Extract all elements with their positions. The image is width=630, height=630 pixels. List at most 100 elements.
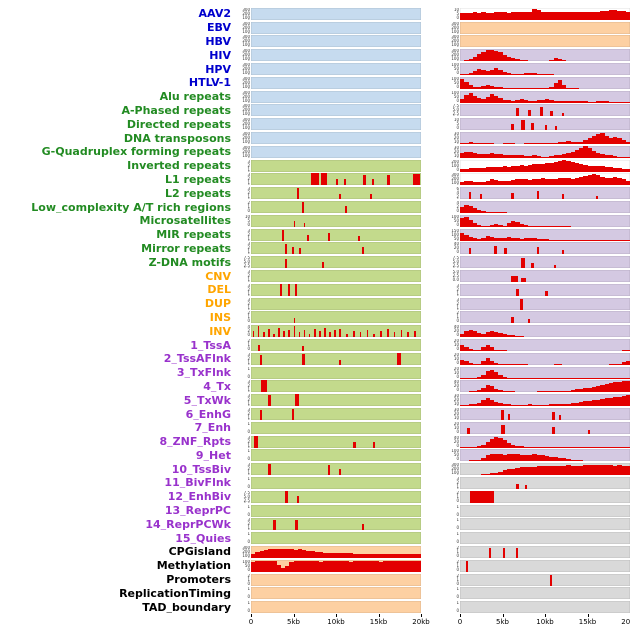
data-bar (460, 405, 465, 407)
y-tick-label: 100 (242, 14, 250, 20)
data-bar (511, 166, 516, 172)
data-bar (460, 99, 465, 103)
data-bar (285, 549, 290, 558)
y-tick-label: 1 (247, 194, 250, 200)
data-bar (540, 87, 545, 89)
data-bar (600, 11, 605, 20)
data-bar (621, 465, 626, 476)
track-row: 11_BivFlnk103210 (3, 476, 630, 490)
data-bar (516, 108, 520, 117)
right-track-panel (460, 366, 630, 379)
y-tick-label: 7.5 (452, 104, 459, 109)
right-y-axis-ticks: 3002001000 (446, 173, 460, 185)
data-bar (489, 360, 494, 365)
data-bar (506, 100, 511, 103)
data-bar (314, 551, 319, 558)
data-bar (504, 248, 507, 255)
left-track-panel (251, 518, 421, 531)
data-bar (566, 153, 571, 158)
right-y-axis-ticks: 40 20 0 (446, 380, 460, 392)
data-bar (553, 155, 558, 158)
data-bar (481, 237, 486, 241)
y-tick-label: 2 (247, 201, 250, 206)
x-axis-row: 0 5kb 10kb 15kb 20kb 0 5kb 10kb 15kb 20kb (3, 614, 630, 630)
data-bar (600, 133, 605, 145)
y-tick-label: 3 (247, 173, 250, 178)
data-bar (540, 142, 545, 145)
data-bar (506, 143, 511, 145)
data-bar (621, 168, 626, 172)
y-tick-label: 2 (247, 411, 250, 416)
data-bar (502, 350, 507, 352)
data-bar (472, 181, 477, 186)
y-tick-label: 20 (453, 411, 459, 416)
data-bar (464, 216, 469, 227)
data-bar (293, 560, 298, 572)
data-bar (562, 154, 567, 158)
data-bar (617, 138, 622, 145)
data-bar (511, 100, 516, 103)
data-bar (574, 100, 579, 103)
data-bar (613, 168, 618, 172)
data-bar (557, 80, 562, 89)
data-bar (502, 364, 507, 365)
left-y-axis-ticks: 10 5 0 (237, 215, 251, 227)
left-track-panel (251, 325, 421, 338)
data-bar (494, 363, 499, 365)
data-bar (477, 377, 482, 379)
y-tick-label: 2 (247, 286, 250, 292)
left-y-axis-ticks: 3210 (237, 173, 251, 185)
data-bar (596, 465, 601, 476)
track-row: INV 4 2 0 40 20 0 (3, 324, 630, 338)
left-y-axis-ticks: 3002001000 (237, 22, 251, 34)
x-tick-mark (251, 614, 252, 618)
y-tick-label: 300 (242, 7, 250, 12)
y-tick-label: 1 (456, 304, 459, 310)
y-tick-label: 200 (242, 10, 250, 16)
data-bar (339, 193, 342, 200)
data-bar (515, 100, 520, 103)
data-bar (591, 460, 596, 462)
data-bar (302, 560, 307, 572)
data-bar (353, 331, 355, 338)
y-tick-label: 2 (247, 162, 250, 168)
data-bar (566, 60, 571, 62)
data-bar (536, 60, 541, 62)
column-gap (421, 394, 446, 406)
y-tick-label: 30 (453, 132, 459, 137)
data-bar (498, 403, 503, 407)
left-track-panel (251, 421, 421, 434)
data-bar (481, 333, 486, 338)
data-bar (472, 378, 477, 379)
data-bar (285, 258, 288, 269)
data-bar (348, 561, 353, 572)
y-tick-label: 3 (247, 463, 250, 468)
column-gap (421, 63, 446, 75)
left-track-panel (251, 339, 421, 352)
data-bar (472, 474, 477, 476)
data-bar (502, 454, 507, 462)
data-bar (481, 347, 486, 352)
data-bar (472, 142, 477, 145)
y-tick-label: 0.0 (452, 277, 459, 283)
y-tick-label: 1 (247, 314, 250, 320)
y-tick-label: 0 (247, 608, 250, 614)
data-bar (545, 178, 550, 186)
y-tick-label: 2 (456, 490, 459, 495)
y-tick-label: 100 (451, 180, 459, 186)
y-tick-label: 0 (247, 428, 250, 434)
y-tick-label: 1 (456, 314, 459, 320)
track-row: L2 repeats 3210 6420 (3, 186, 630, 200)
y-tick-label: 300 (242, 104, 250, 109)
track-row: Low_complexity A/T rich regions 2 1 0 4 2 0 (3, 200, 630, 214)
left-y-axis-ticks: 3210 (237, 463, 251, 475)
track-row: INS 2 1 0 2 1 0 (3, 311, 630, 325)
data-bar (498, 238, 503, 241)
data-bar (306, 550, 311, 558)
y-tick-label: 1 (456, 562, 459, 568)
track-label: HPV (205, 63, 231, 75)
y-tick-label: 3 (247, 518, 250, 523)
data-bar (506, 237, 511, 241)
data-bar (370, 553, 375, 558)
data-bar (613, 177, 618, 186)
